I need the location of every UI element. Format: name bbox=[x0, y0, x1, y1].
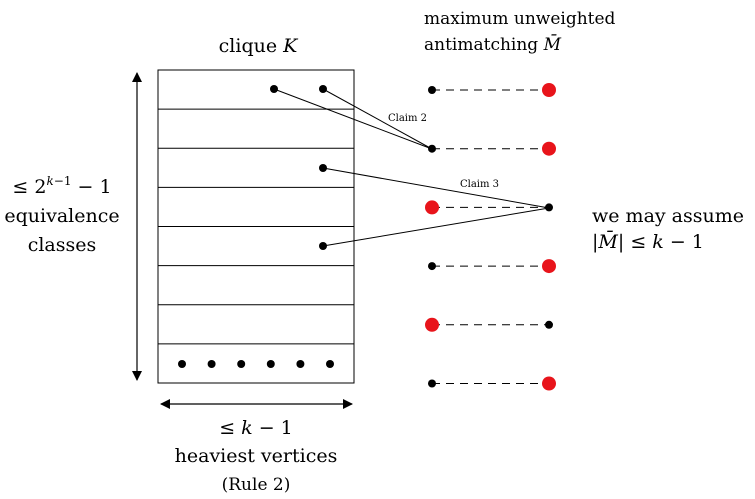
claim2-label: Claim 2 bbox=[388, 113, 427, 124]
equivalence-class-rows bbox=[158, 108, 354, 345]
vertices-line2: heaviest vertices bbox=[175, 445, 338, 467]
heaviest-vertex bbox=[178, 360, 186, 368]
heaviest-vertex bbox=[326, 360, 334, 368]
vertices-line3: (Rule 2) bbox=[222, 475, 291, 495]
classes-bound: ≤ 2k−1 − 1 bbox=[12, 174, 111, 198]
black-vertex bbox=[428, 86, 436, 94]
red-vertex bbox=[542, 83, 556, 97]
heaviest-vertex bbox=[237, 360, 246, 368]
assume-line1: we may assume bbox=[592, 205, 744, 227]
black-vertex bbox=[545, 203, 553, 212]
assume-line2: |M̄| ≤ k − 1 bbox=[592, 230, 704, 253]
claim3-label: Claim 3 bbox=[460, 179, 499, 190]
black-vertex bbox=[428, 262, 436, 271]
red-vertex bbox=[425, 200, 439, 215]
black-vertex bbox=[545, 320, 553, 329]
clique-title: clique K bbox=[219, 35, 299, 57]
black-vertex bbox=[428, 379, 436, 388]
red-vertex bbox=[542, 141, 556, 156]
red-vertex bbox=[542, 259, 556, 274]
heaviest-vertex bbox=[207, 360, 216, 368]
claim3-edge bbox=[322, 207, 550, 247]
heaviest-vertex bbox=[266, 360, 275, 368]
heaviest-vertex bbox=[296, 360, 305, 368]
classes-line3: classes bbox=[28, 234, 97, 256]
antimatching-title-line1: maximum unweighted bbox=[424, 9, 616, 29]
antimatching-title-line2: antimatching M̄ bbox=[424, 33, 562, 55]
classes-line2: equivalence bbox=[4, 205, 119, 227]
red-vertex bbox=[542, 376, 556, 391]
claim2-edge bbox=[273, 88, 433, 150]
black-vertex bbox=[428, 144, 436, 153]
antimatching-pairs bbox=[425, 83, 556, 391]
claim3-edge bbox=[322, 167, 550, 209]
claim2-edge bbox=[322, 88, 433, 150]
heaviest-vertices-dots bbox=[178, 360, 334, 368]
vertices-bound: ≤ k − 1 bbox=[219, 417, 293, 439]
red-vertex bbox=[425, 317, 439, 332]
